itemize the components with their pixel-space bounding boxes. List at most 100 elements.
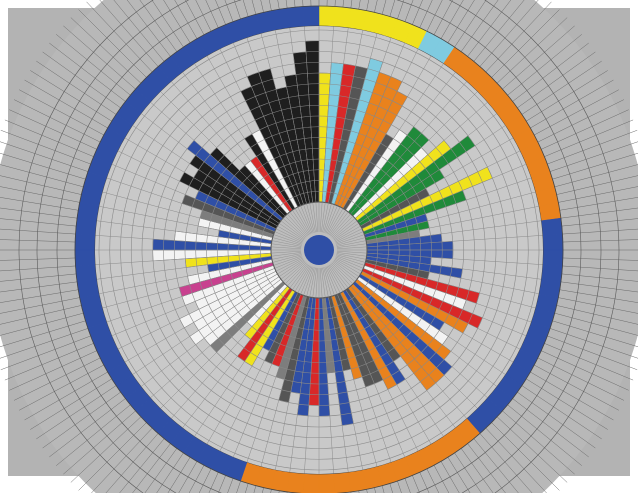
hub-line: [335, 256, 364, 269]
spoke-line: [194, 63, 293, 211]
spoke-line: [328, 30, 363, 203]
hub-line: [273, 234, 303, 245]
outer-divider: [544, 343, 634, 381]
spoke-line: [182, 287, 290, 428]
outer-divider: [4, 119, 94, 157]
spoke-line: [325, 297, 349, 473]
outer-divider: [433, 465, 450, 493]
hub-line: [333, 223, 360, 241]
spoke-line: [219, 48, 298, 208]
outer-divider: [163, 0, 191, 43]
spoke-line: [194, 289, 293, 437]
hub-line: [335, 228, 363, 243]
outer-divider: [224, 0, 234, 22]
spoke-line: [141, 113, 282, 221]
spoke-line: [96, 256, 272, 280]
outer-divider: [558, 186, 638, 203]
hub-line: [300, 205, 313, 234]
spoke-line: [160, 283, 286, 409]
spoke-line: [99, 206, 272, 241]
outer-divider: [126, 0, 171, 57]
hub-line: [327, 208, 344, 235]
outer-divider: [460, 448, 494, 493]
outer-divider: [0, 141, 89, 172]
outer-divider: [526, 378, 608, 430]
hub-line: [328, 264, 346, 291]
outer-divider: [242, 0, 249, 17]
outer-divider: [174, 0, 198, 39]
outer-divider: [549, 328, 638, 359]
spoke-line: [325, 27, 349, 203]
outer-divider: [544, 119, 634, 157]
outer-divider: [426, 468, 440, 493]
hub-line: [327, 265, 344, 292]
spoke-line: [350, 285, 467, 419]
spoke-line: [354, 281, 488, 398]
outer-divider: [502, 25, 575, 90]
spoke-line: [363, 268, 527, 336]
spoke-line: [141, 279, 282, 387]
hub-line: [334, 258, 361, 275]
outer-divider: [0, 228, 76, 235]
hub-line: [271, 250, 302, 254]
hub-line: [315, 202, 319, 233]
ring-segment: [302, 473, 320, 493]
hub-line: [271, 253, 302, 260]
outer-divider: [0, 305, 82, 325]
spoke-line: [124, 273, 278, 363]
spoke-line: [331, 296, 378, 467]
outer-divider: [151, 0, 184, 48]
outer-divider: [0, 265, 76, 272]
hub-line: [289, 211, 309, 236]
outer-divider: [0, 273, 77, 282]
outer-divider: [554, 164, 638, 188]
hub-line: [312, 267, 317, 298]
outer-divider: [70, 416, 142, 483]
spoke-line: [260, 296, 307, 467]
hub-line: [278, 259, 305, 277]
hub-line: [326, 266, 341, 294]
outer-divider: [521, 385, 602, 440]
outer-divider: [412, 0, 423, 25]
hub-line: [300, 266, 313, 295]
outer-divider: [119, 438, 165, 493]
ring-segment: [540, 217, 563, 236]
spoke-line: [366, 220, 542, 244]
spoke-line: [106, 265, 274, 323]
spoke-line: [102, 191, 273, 238]
spoke-line: [366, 235, 543, 248]
hub-line: [321, 202, 326, 233]
outer-divider: [63, 410, 136, 475]
outer-divider: [554, 312, 638, 336]
spoke-line: [342, 55, 432, 209]
hub-line: [336, 243, 367, 248]
spoke-line: [361, 150, 521, 229]
outer-divider: [42, 391, 121, 449]
hub-line: [330, 213, 351, 237]
outer-divider: [78, 422, 147, 491]
hub-line: [319, 202, 323, 233]
spoke-line: [150, 281, 284, 398]
hub-line: [325, 205, 338, 234]
spoke-line: [350, 81, 467, 215]
outer-divider: [479, 0, 539, 67]
outer-divider: [0, 164, 84, 188]
outer-divider: [426, 0, 443, 32]
outer-divider: [537, 99, 625, 143]
hub-line: [323, 203, 332, 233]
outer-divider: [0, 218, 77, 227]
hub-line: [284, 215, 307, 238]
hub-line: [335, 231, 364, 244]
outer-circle: [36, 0, 602, 493]
outer-divider: [473, 438, 519, 493]
outer-divider: [521, 60, 602, 115]
hub-line: [294, 265, 311, 292]
outer-divider: [4, 343, 94, 381]
hub-line: [271, 252, 302, 257]
spoke-line: [206, 291, 296, 445]
ring-segment: [302, 5, 320, 27]
outer-divider: [496, 17, 568, 84]
hub: [270, 201, 368, 299]
hub-line: [335, 234, 365, 245]
outer-divider: [19, 89, 104, 136]
